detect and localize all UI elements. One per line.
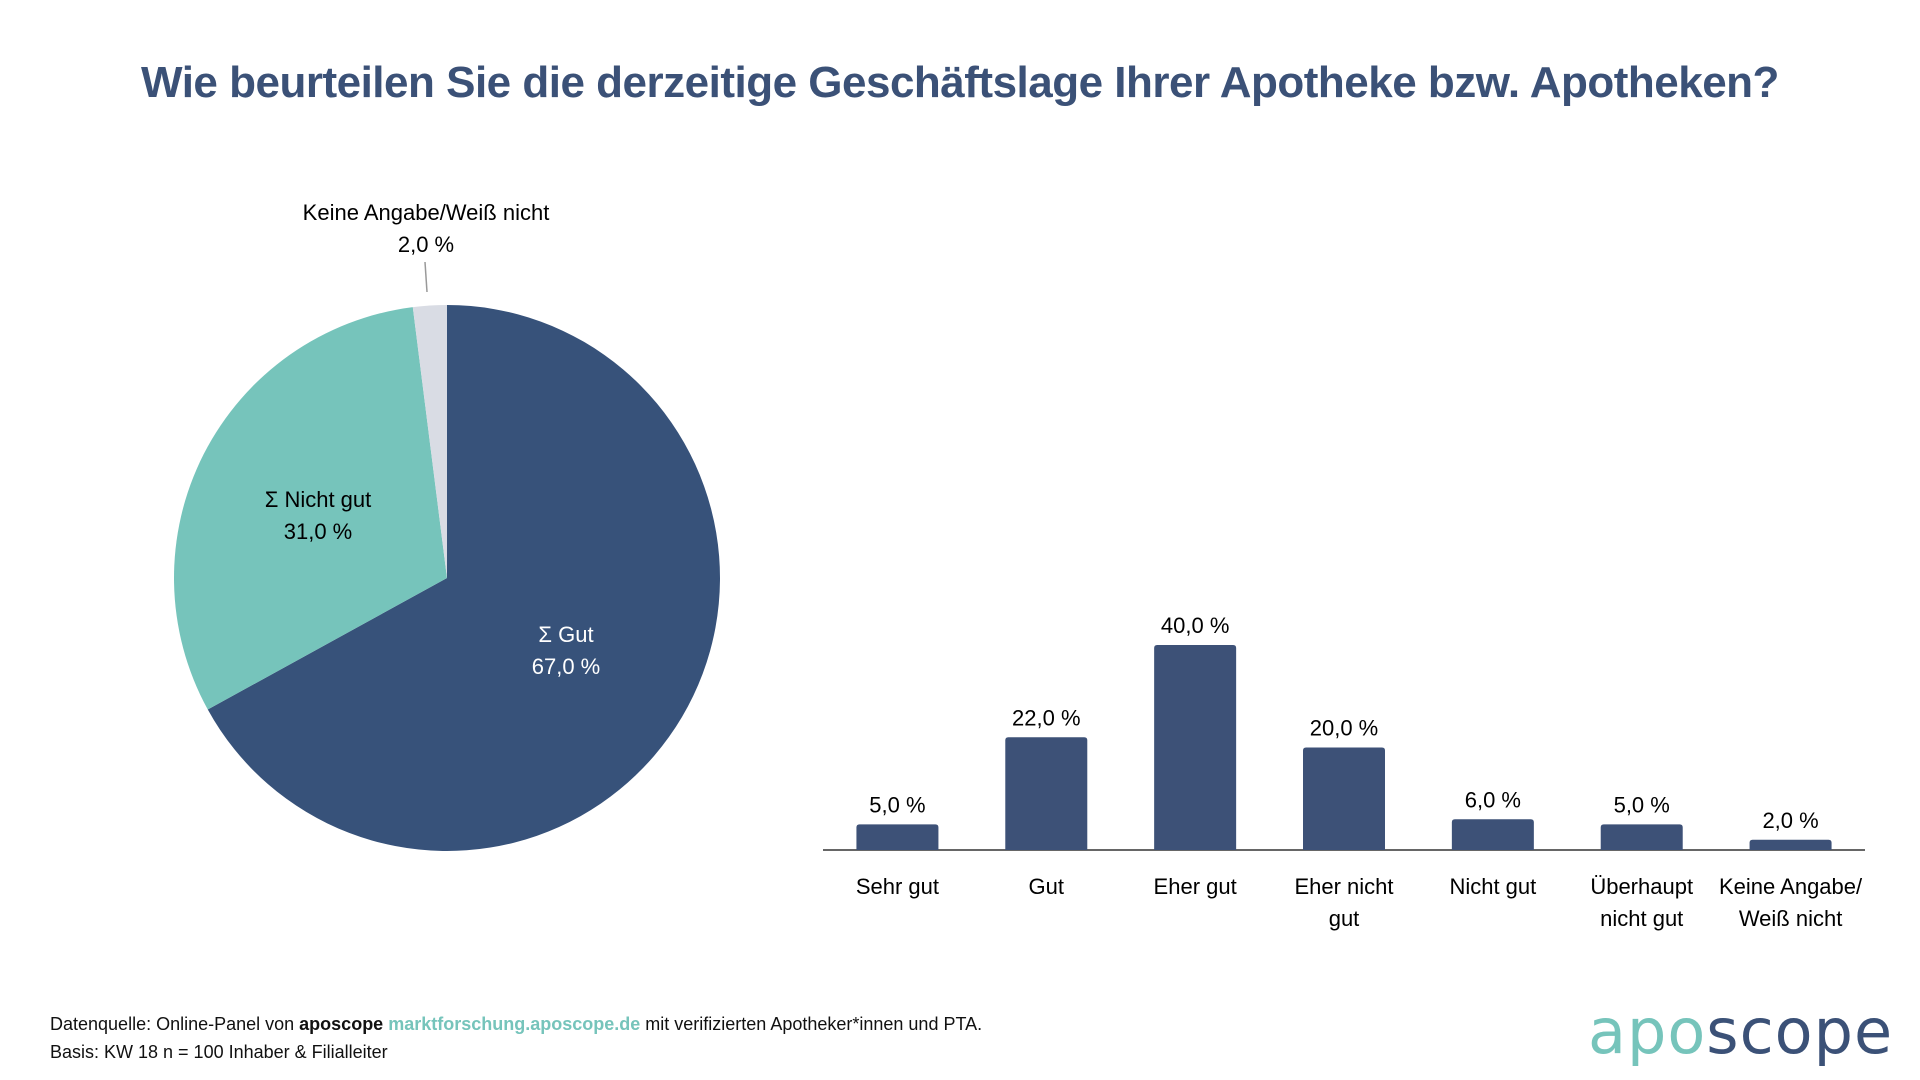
x-tick-label-0: Sehr gut [856,874,939,899]
bar-value-label-0: 5,0 % [869,792,925,817]
pie-value-label-1: 31,0 % [284,519,353,544]
x-tick-label-4: Nicht gut [1449,874,1536,899]
source-prefix: Datenquelle: Online-Panel von [50,1014,300,1034]
source-link[interactable]: marktforschung.aposcope.de [388,1014,641,1034]
x-tick-label-5: Überhaupt [1590,874,1693,899]
footer: Datenquelle: Online-Panel von aposcope m… [50,1010,982,1066]
pie-slice-1 [173,307,447,710]
bar-value-label-3: 20,0 % [1310,716,1379,741]
pie-label-0: Σ Gut [538,622,593,647]
bar-6 [1749,839,1832,850]
bar-2 [1154,645,1237,850]
pie-value-label-2: 2,0 % [398,232,454,257]
x-tick-label-3: Eher nicht [1294,874,1393,899]
pie-label-1: Σ Nicht gut [265,487,372,512]
chart-title: Wie beurteilen Sie die derzeitige Geschä… [141,58,1779,107]
bar-value-label-1: 22,0 % [1012,705,1081,730]
pie-leader-line [424,261,428,293]
bar-value-label-6: 2,0 % [1762,808,1818,833]
bar-value-label-2: 40,0 % [1161,613,1230,638]
pie-label-2: Keine Angabe/Weiß nicht [303,200,550,225]
bar-0 [856,824,939,850]
logo-part-apo: apo [1588,995,1707,1068]
source-brand: aposcope [299,1014,384,1034]
x-tick-label-6: Keine Angabe/ [1719,874,1863,899]
bar-5 [1600,824,1683,850]
pie-chart: Σ Gut 67,0 % Σ Nicht gut 31,0 % Keine Angabe… [173,200,720,851]
bar-1 [1005,737,1088,850]
aposcope-logo: aposcope [1588,995,1893,1068]
source-line: Datenquelle: Online-Panel von aposcope m… [50,1010,982,1038]
bar-value-label-4: 6,0 % [1465,787,1521,812]
pie-slice-0 [207,305,720,851]
bar-3 [1303,747,1385,850]
bar-value-label-5: 5,0 % [1614,792,1670,817]
x-tick-label-3-line2: gut [1329,906,1360,931]
bar-chart: 5,0 % Sehr gut 22,0 % Gut 40,0 % Eher gut 20,0… [823,613,1865,931]
basis-line: Basis: KW 18 n = 100 Inhaber & Filiallei… [50,1042,388,1062]
pie-slice-2 [412,305,447,578]
source-suffix: mit verifizierten Apotheker*innen und PT… [640,1014,983,1034]
bar-4 [1451,819,1534,850]
x-tick-label-2: Eher gut [1154,874,1237,899]
pie-value-label-0: 67,0 % [532,654,601,679]
x-tick-label-1: Gut [1029,874,1064,899]
x-tick-label-6-line2: Weiß nicht [1739,906,1843,931]
logo-part-scope: scope [1706,995,1894,1068]
x-tick-label-5-line2: nicht gut [1600,906,1683,931]
